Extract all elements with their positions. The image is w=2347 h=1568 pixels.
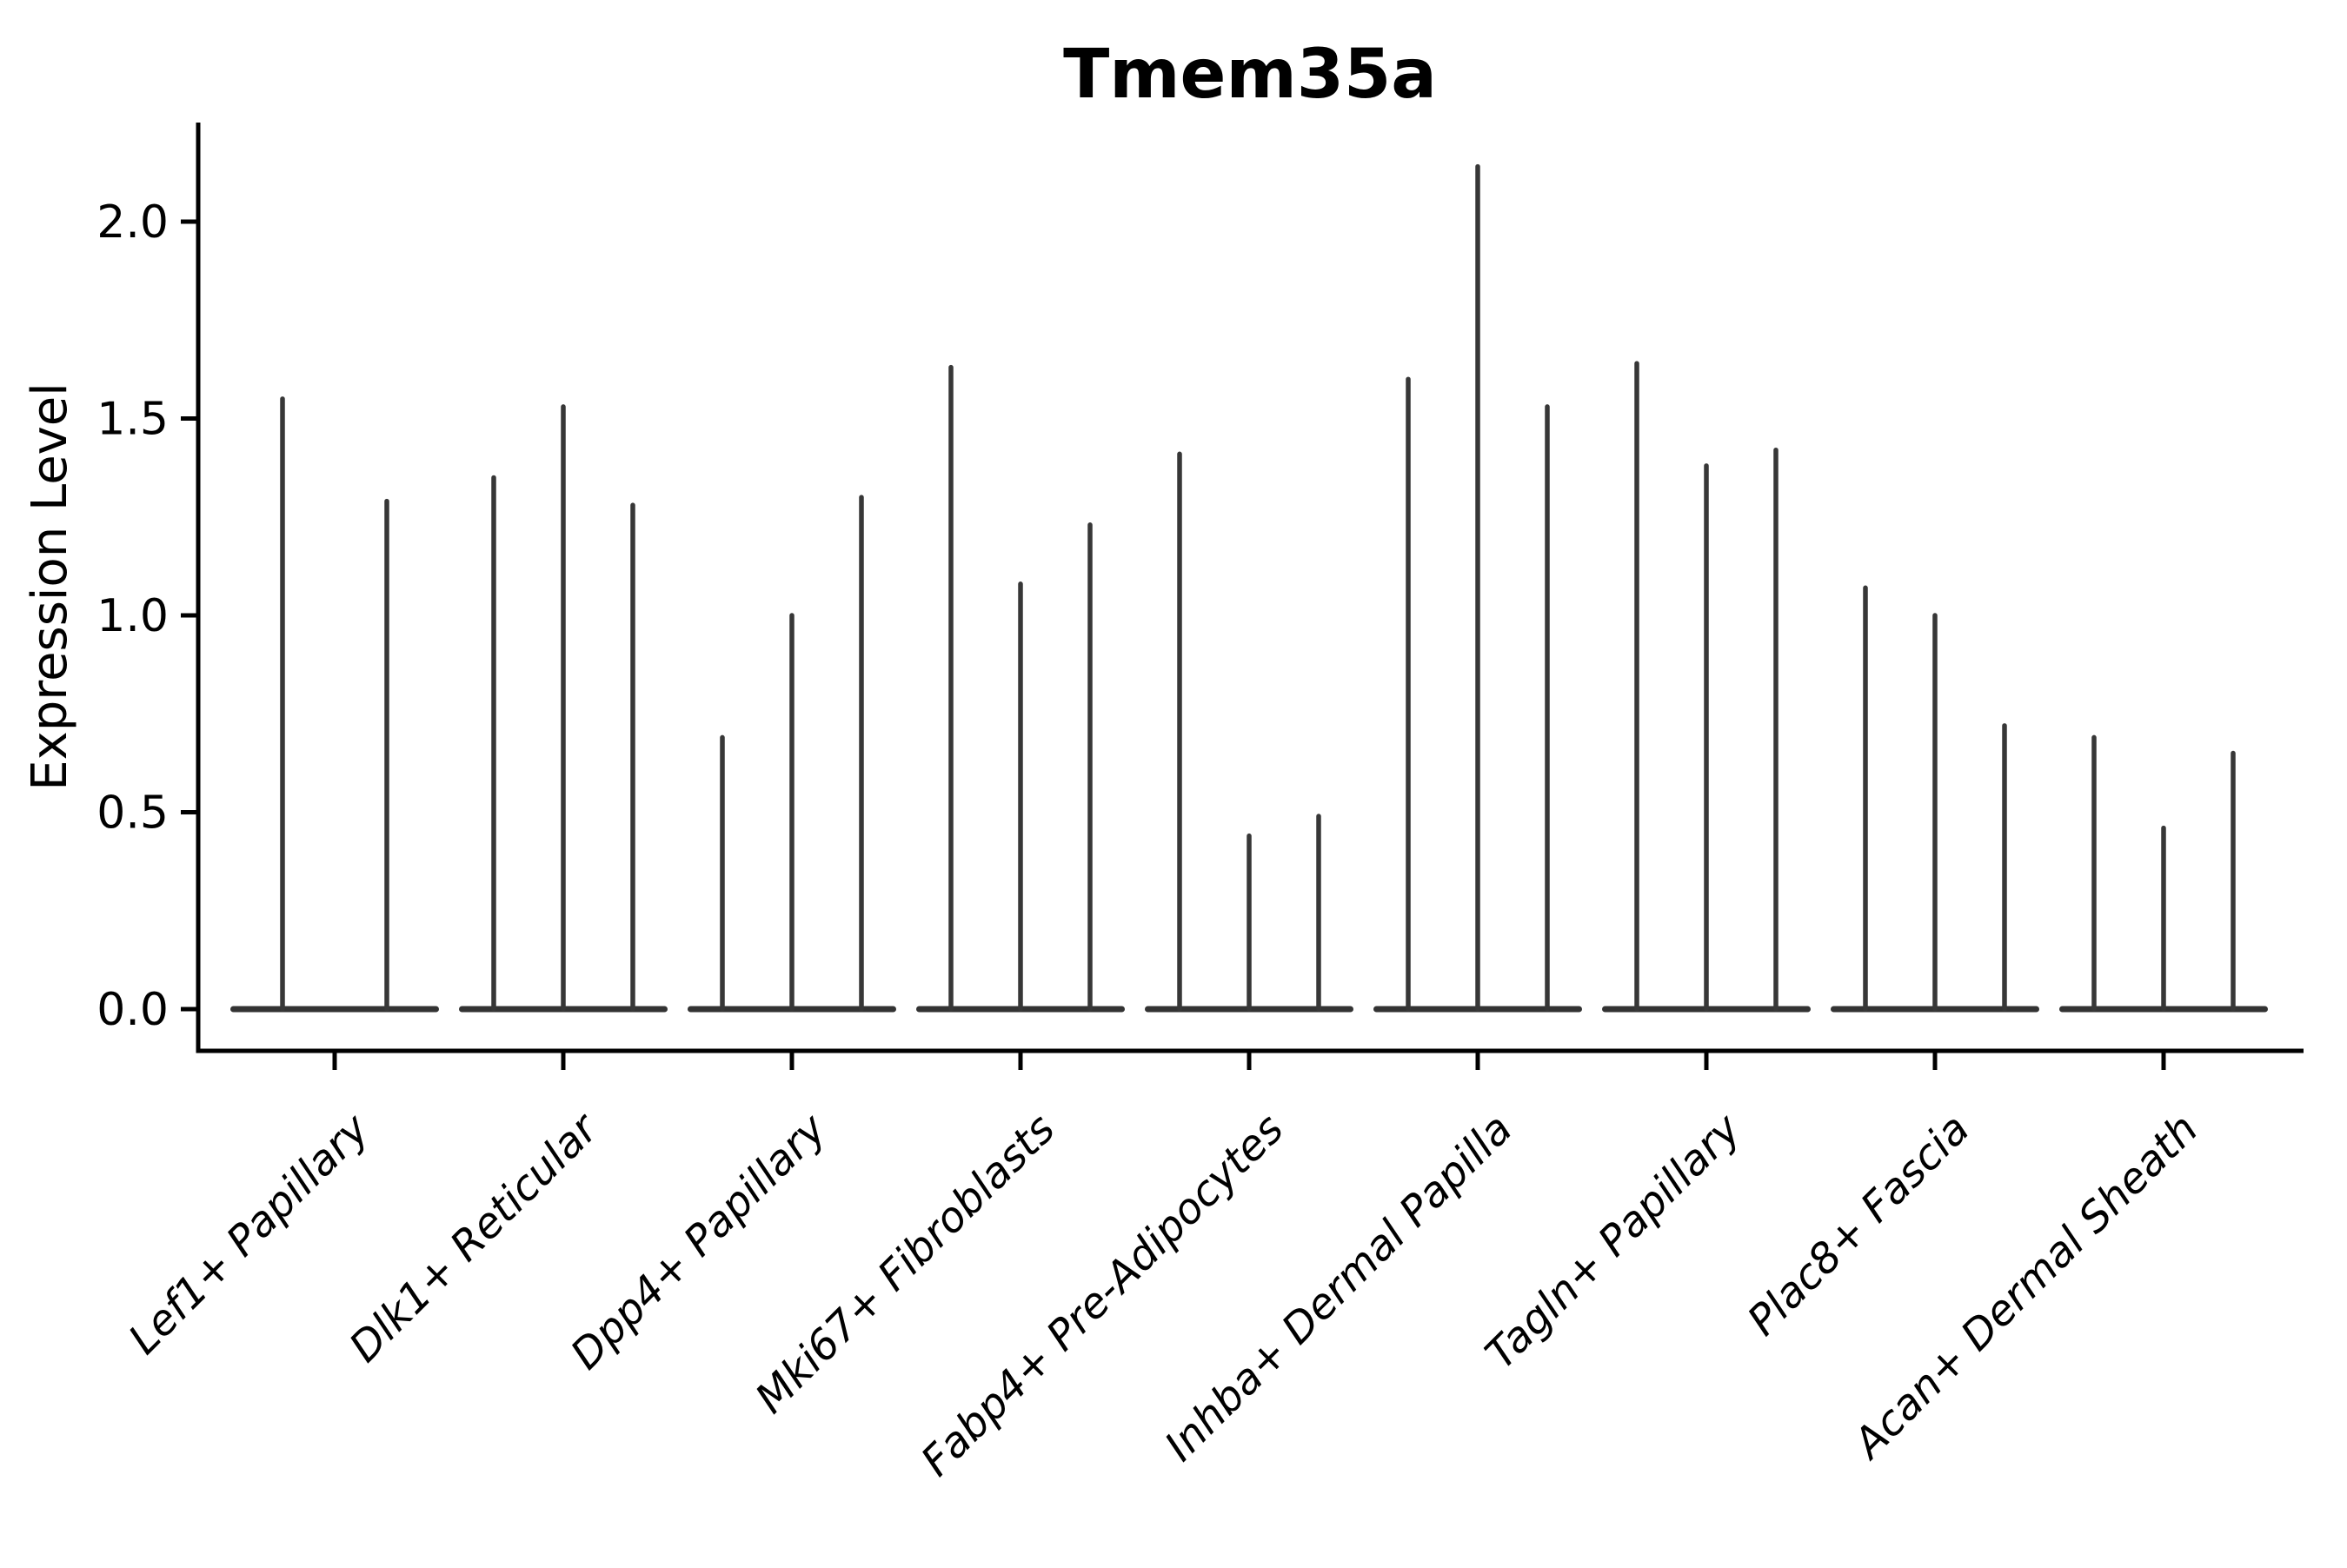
violin-group — [688, 495, 896, 1013]
x-tick-label: Plac8+ Fascia — [1739, 1105, 1979, 1345]
violin-group — [1145, 451, 1353, 1013]
x-tick-label: Fabp4+ Pre-Adipocytes — [912, 1105, 1293, 1486]
violins-layer — [230, 163, 2268, 1013]
x-tick-label: Dlk1+ Reticular — [340, 1103, 609, 1372]
violin-group — [1602, 361, 1811, 1013]
violin-group — [916, 364, 1125, 1013]
x-tick-label: Dpp4+ Papillary — [562, 1104, 836, 1379]
violin-base — [230, 1006, 439, 1013]
y-tick-label: 2.0 — [96, 196, 169, 249]
x-tick-label: Lef1+ Papillary — [119, 1104, 379, 1364]
violin-group — [1373, 163, 1582, 1013]
violin-group — [1831, 585, 2039, 1013]
y-tick-label: 1.5 — [96, 394, 169, 446]
chart-title: Tmem35a — [1063, 36, 1437, 114]
violin-group — [230, 396, 439, 1013]
x-tick-label: Tagln+ Papillary — [1476, 1104, 1751, 1379]
violin-group — [459, 404, 668, 1013]
y-tick-label: 0.5 — [96, 787, 169, 840]
violin-group — [2059, 734, 2268, 1013]
y-tick-label: 1.0 — [96, 590, 169, 642]
y-tick-label: 0.0 — [96, 984, 169, 1036]
y-axis-label: Expression Level — [22, 382, 78, 791]
